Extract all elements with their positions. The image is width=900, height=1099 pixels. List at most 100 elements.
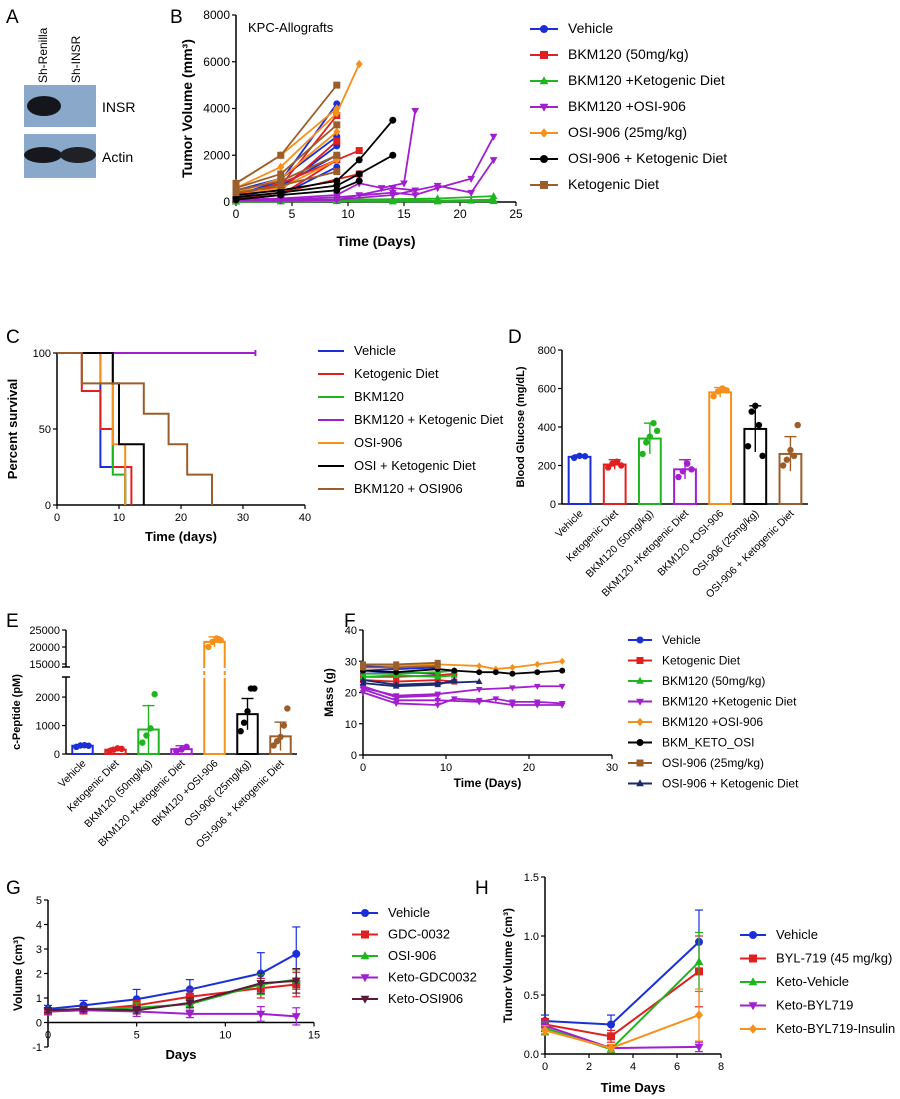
data-point-bkm120-50mg-kg	[650, 419, 657, 427]
legend-marker-bkm-keto-osi	[636, 739, 644, 746]
series-line-osi-906-ketogenic-diet	[362, 679, 455, 688]
chart-c-survival: 0 50 100 0 10 20 30 40 Time (days) Percent surviv…	[5, 343, 504, 544]
data-point-bkm120-ketogenic-diet	[492, 696, 500, 703]
legend-label-osi-906: OSI-906	[388, 948, 436, 963]
x-axis-label: Time (days)	[145, 529, 217, 544]
legend-label-bkm120-ketogenic-diet: BKM120 +Ketogenic Diet	[662, 695, 797, 709]
bar-group-ketogenic-diet	[602, 458, 627, 506]
legend-label-osi-906-ketogenic-diet: OSI-906 + Ketogenic Diet	[568, 150, 727, 166]
data-point-vehicle	[292, 949, 301, 958]
legend-marker-ketogenic-diet	[540, 181, 548, 189]
data-point-osi-906-ketogenic-diet	[273, 737, 281, 745]
data-point-ketogenic-diet	[277, 170, 285, 178]
legend-label-bkm120-ketogenic-diet: BKM120 +Ketogenic Diet	[568, 72, 725, 88]
bar-bkm120-osi-906	[203, 640, 226, 756]
series-ketogenic-diet	[232, 81, 341, 197]
data-point-vehicle	[85, 742, 92, 749]
y-axis-label: Tumor Volume (mm³)	[179, 39, 195, 178]
legend-marker-osi-906	[360, 951, 370, 960]
x-axis-label: Time Days	[601, 1080, 666, 1095]
legend-label-bkm120-50mg-kg: BKM120 (50mg/kg)	[662, 674, 765, 688]
data-point-bkm120-ketogenic-diet	[178, 746, 185, 753]
y-axis-label: Blood Glucose (mg/dL)	[515, 366, 527, 487]
data-point-osi-906-ketogenic-diet	[355, 170, 363, 178]
data-point-osi-906-ketogenic-diet	[434, 681, 441, 688]
y-tick-label: 0	[54, 749, 60, 761]
data-point-bkm120-ketogenic-diet	[558, 702, 566, 709]
y-tick-label: 50	[39, 424, 51, 436]
legend-label-osi-906-25mg-kg: OSI-906 (25mg/kg)	[662, 756, 764, 770]
data-point-bkm120-50mg-kg	[451, 671, 458, 678]
data-point-osi-906-25mg-kg	[748, 408, 755, 415]
data-point-osi-906-25mg-kg	[360, 661, 366, 668]
data-point-bkm120-50mg-kg	[333, 137, 341, 145]
data-point-bkm120-osi-906	[476, 662, 483, 670]
y-tick-label: 0	[223, 195, 230, 209]
series-byl-719-45-mg-kg	[541, 935, 703, 1043]
y-tick-label: 0	[351, 750, 357, 762]
data-point-osi-906-25mg-kg	[759, 452, 766, 460]
series-line-vehicle	[544, 941, 700, 1026]
chart-h-tumor-volume: 0.0 0.5 1.0 1.5 0 2 4 6 8 Time Days Tumor Volume (…	[501, 872, 895, 1095]
legend-marker-gdc-0032	[361, 930, 369, 939]
x-tick-label: 2	[586, 1061, 592, 1073]
data-point-bkm120-osi-906	[411, 187, 420, 195]
x-tick-label: 6	[674, 1061, 680, 1073]
legend-marker-keto-vehicle	[748, 977, 758, 986]
x-tick-label: 4	[630, 1061, 636, 1073]
series-line-bkm120-ketogenic-diet	[362, 688, 563, 705]
data-point-bkm120-osi-906	[467, 189, 476, 197]
bar-group-bkm120-osi-906	[203, 635, 226, 756]
bar-group-osi-906-25mg-kg	[743, 402, 768, 505]
x-axis-label: Time (Days)	[454, 776, 522, 790]
data-point-osi-906-ketogenic-diet	[787, 446, 794, 454]
data-point-bkm120-50mg-kg	[646, 433, 654, 440]
data-point-bkm120-osi-906	[400, 180, 408, 188]
data-point-osi-906-ketogenic-diet	[277, 733, 284, 741]
data-point-bkm120-ketogenic-diet	[392, 697, 400, 704]
bar-group-bkm120-50mg-kg	[137, 691, 160, 755]
legend-marker-bkm120-50mg-kg	[540, 51, 548, 59]
bar-break-gap	[202, 664, 227, 680]
data-point-bkm120-ketogenic-diet	[434, 697, 441, 704]
data-point-bkm120-ketogenic-diet	[534, 702, 541, 709]
y-tick-label: 0.0	[524, 1049, 539, 1061]
y-tick-label: 3	[36, 944, 42, 956]
data-point-bkm120-ketogenic-diet	[534, 699, 541, 706]
data-point-bkm120-osi-906	[205, 643, 212, 651]
data-point-vehicle	[132, 995, 141, 1004]
data-point-keto-gdc0032	[185, 1010, 195, 1019]
data-point-osi-906-ketogenic-diet	[790, 452, 798, 460]
data-point-bkm120-osi-906	[355, 192, 364, 200]
category-label-osi-906-25mg-kg: OSI-906 (25mg/kg)	[690, 508, 762, 580]
data-point-ketogenic-diet	[232, 179, 240, 187]
y-tick-label: 200	[538, 461, 556, 473]
panel-letter-c: C	[6, 327, 20, 348]
data-point-bkm-keto-osi	[492, 669, 499, 676]
legend-label-keto-gdc0032: Keto-GDC0032	[388, 970, 477, 985]
data-point-keto-byl719-insulin	[607, 1043, 615, 1053]
blot-band-actin-1	[24, 147, 62, 163]
data-point-keto-gdc0032	[256, 1010, 266, 1019]
data-point-bkm120-osi-906	[509, 663, 516, 672]
y-tick-label: 1	[36, 993, 42, 1005]
data-point-bkm120-50mg-kg	[143, 732, 150, 739]
data-point-bkm-keto-osi	[534, 669, 541, 676]
legend-label-osi-906-ketogenic-diet: OSI-906 + Ketogenic Diet	[662, 777, 799, 791]
x-tick-label: 10	[440, 762, 452, 774]
category-label-vehicle: Vehicle	[56, 758, 89, 791]
data-point-bkm120-50mg-kg	[434, 673, 441, 680]
x-axis-label: Days	[165, 1047, 196, 1062]
data-point-bkm120-ketogenic-diet	[509, 685, 516, 692]
data-point-bkm120-50mg-kg	[643, 439, 650, 446]
y-axis-label: Percent survival	[5, 379, 20, 479]
data-point-bkm120-50mg-kg	[139, 739, 146, 746]
legend-marker-vehicle	[540, 25, 548, 33]
data-point-bkm120-ketogenic-diet	[475, 697, 483, 704]
legend-marker-bkm120-ketogenic-diet	[636, 698, 644, 706]
x-tick-label: 30	[237, 512, 249, 524]
bar-group-osi-906-ketogenic-diet	[269, 705, 292, 755]
x-tick-label: 30	[606, 762, 618, 774]
series-line-vehicle	[47, 953, 297, 1011]
data-point-bkm120-50mg-kg	[151, 691, 158, 698]
